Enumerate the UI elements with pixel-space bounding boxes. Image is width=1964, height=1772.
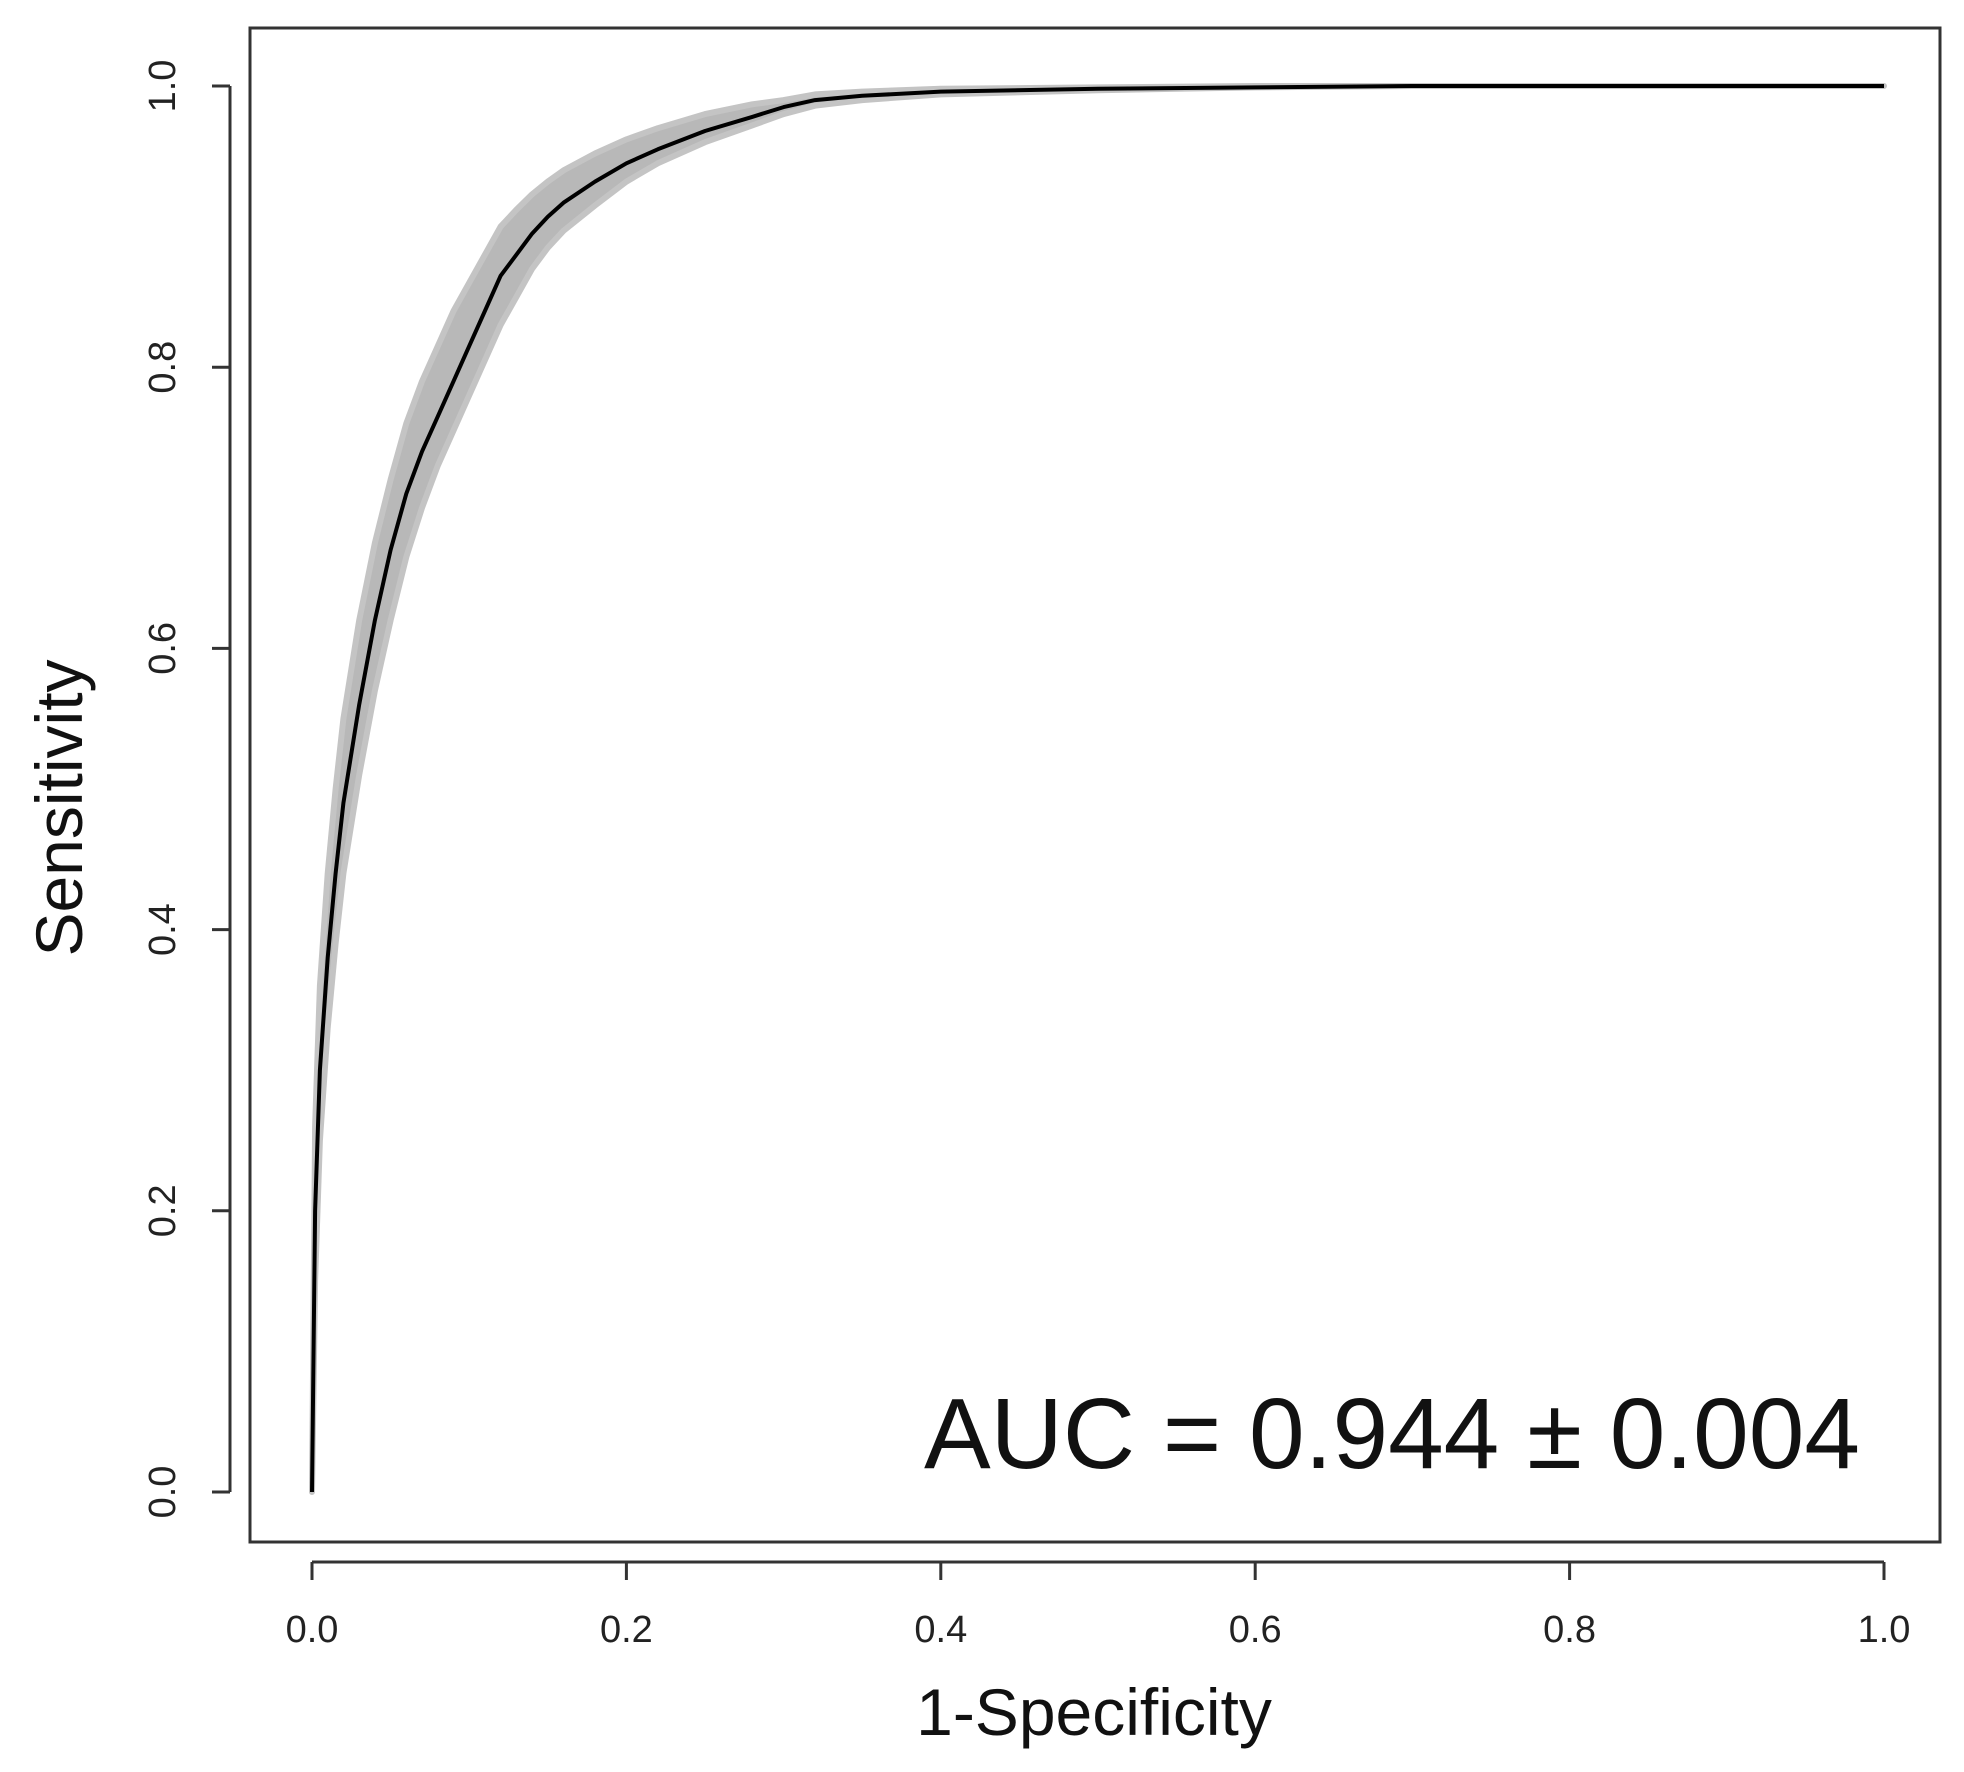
x-tick-label: 0.6 [1229,1609,1282,1651]
x-axis: 0.0 0.2 0.4 0.6 0.8 1.0 [286,1560,1911,1651]
series-line-0 [310,84,1884,1493]
x-tick-label: 1.0 [1858,1609,1911,1651]
y-tick-label: 1.0 [142,60,184,113]
y-axis-title: Sensitivity [22,659,96,956]
x-tick-label: 0.4 [914,1609,967,1651]
auc-annotation: AUC = 0.944 ± 0.004 [924,1378,1860,1490]
mean-roc-curve [310,84,1884,1493]
plot-frame [248,26,1942,1544]
y-tick-label: 0.8 [142,341,184,394]
x-tick-label: 0.2 [600,1609,653,1651]
y-tick-label: 0.0 [142,1466,184,1519]
x-axis-title: 1-Specificity [916,1675,1272,1749]
x-tick-label: 0.0 [286,1609,339,1651]
y-tick-label: 0.4 [142,903,184,956]
y-tick-label: 0.2 [142,1184,184,1237]
y-axis: 0.0 0.2 0.4 0.6 0.8 1.0 [142,60,232,1519]
x-tick-label: 0.8 [1543,1609,1596,1651]
y-tick-label: 0.6 [142,622,184,675]
